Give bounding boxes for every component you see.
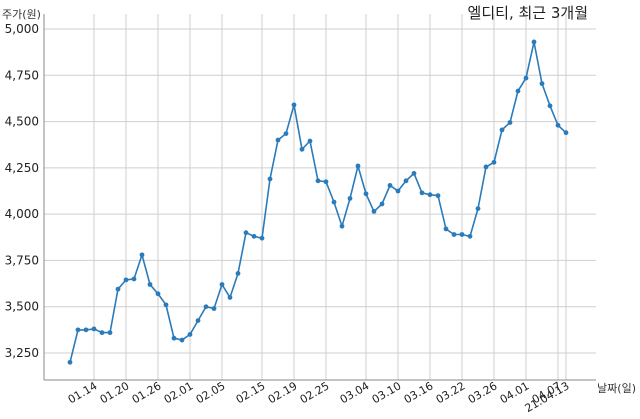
- data-point: [339, 223, 345, 229]
- x-tick-label: 03.04: [338, 379, 372, 406]
- data-point: [411, 171, 417, 176]
- chart-title: 엘디티, 최근 3개월: [467, 4, 588, 22]
- data-point: [203, 304, 209, 310]
- data-point: [531, 39, 537, 45]
- x-tick-label: 03.10: [370, 379, 404, 406]
- data-point: [451, 232, 457, 237]
- data-point: [211, 306, 217, 311]
- data-point: [91, 326, 97, 332]
- data-point: [123, 277, 129, 283]
- data-point: [283, 131, 289, 137]
- data-point: [171, 335, 177, 341]
- x-tick-label: 02.25: [298, 379, 332, 406]
- data-point: [315, 178, 321, 184]
- y-tick-label: 4,000: [5, 207, 39, 221]
- x-axis-label: 날짜(일): [597, 382, 636, 395]
- data-point: [507, 120, 513, 125]
- data-point: [187, 332, 193, 337]
- x-tick-label: 02.01: [162, 379, 196, 406]
- x-tick-label: 01.26: [130, 379, 164, 406]
- data-point: [243, 230, 249, 236]
- x-tick-label: 01.20: [98, 379, 132, 406]
- data-point: [379, 201, 385, 207]
- data-point: [523, 75, 529, 81]
- data-point: [427, 192, 433, 198]
- data-point: [163, 302, 169, 308]
- data-point: [371, 208, 377, 214]
- data-point: [99, 330, 105, 336]
- x-tick-label: 01.14: [66, 379, 100, 406]
- data-point: [155, 291, 161, 297]
- y-tick-label: 4,750: [5, 68, 39, 82]
- data-point: [323, 179, 329, 185]
- data-point: [515, 88, 521, 94]
- data-point: [147, 282, 153, 287]
- x-tick-label: 02.15: [234, 379, 268, 406]
- series-line: [69, 41, 567, 363]
- data-point: [483, 164, 489, 170]
- data-point: [395, 188, 401, 194]
- y-tick-label: 3,250: [5, 346, 39, 360]
- data-point: [403, 178, 409, 184]
- data-point: [499, 127, 505, 133]
- data-point: [235, 270, 241, 276]
- data-point: [419, 190, 425, 196]
- data-point: [363, 191, 369, 197]
- data-point: [491, 159, 497, 165]
- y-tick-label: 5,000: [5, 22, 39, 36]
- y-tick-label: 4,500: [5, 115, 39, 129]
- data-point: [467, 233, 473, 239]
- x-tick-label: 03.22: [434, 379, 468, 406]
- data-point: [355, 163, 361, 169]
- data-point: [299, 146, 305, 152]
- data-point: [387, 183, 393, 188]
- data-point: [259, 235, 265, 241]
- data-point: [267, 176, 273, 182]
- data-point: [539, 81, 545, 87]
- y-tick-label: 4,250: [5, 161, 39, 175]
- data-point: [251, 233, 257, 239]
- data-point: [83, 327, 89, 333]
- data-point: [67, 359, 73, 365]
- data-point: [331, 199, 337, 205]
- y-axis-label: 주가(원): [2, 8, 41, 21]
- data-point: [179, 337, 185, 343]
- data-point: [347, 196, 353, 201]
- data-point: [563, 130, 569, 136]
- data-point: [443, 226, 449, 232]
- x-tick-label: 02.19: [266, 379, 300, 406]
- data-point: [75, 327, 81, 333]
- data-point: [555, 122, 561, 128]
- data-point: [139, 252, 145, 258]
- data-point: [227, 295, 233, 300]
- data-point: [219, 282, 225, 287]
- data-point: [291, 102, 297, 108]
- data-point: [275, 137, 281, 143]
- x-tick-label: 03.26: [466, 379, 500, 406]
- data-point: [475, 206, 481, 211]
- y-tick-label: 3,500: [5, 300, 39, 314]
- y-tick-label: 3,750: [5, 253, 39, 267]
- data-point: [307, 138, 313, 144]
- data-point: [547, 103, 553, 109]
- x-tick-label: 02.05: [194, 379, 228, 406]
- data-point: [131, 276, 137, 282]
- data-point: [195, 318, 201, 323]
- data-point: [459, 232, 465, 237]
- data-point: [435, 193, 441, 199]
- data-point: [115, 286, 121, 292]
- x-tick-label: 03.16: [402, 379, 436, 406]
- data-point: [107, 330, 113, 336]
